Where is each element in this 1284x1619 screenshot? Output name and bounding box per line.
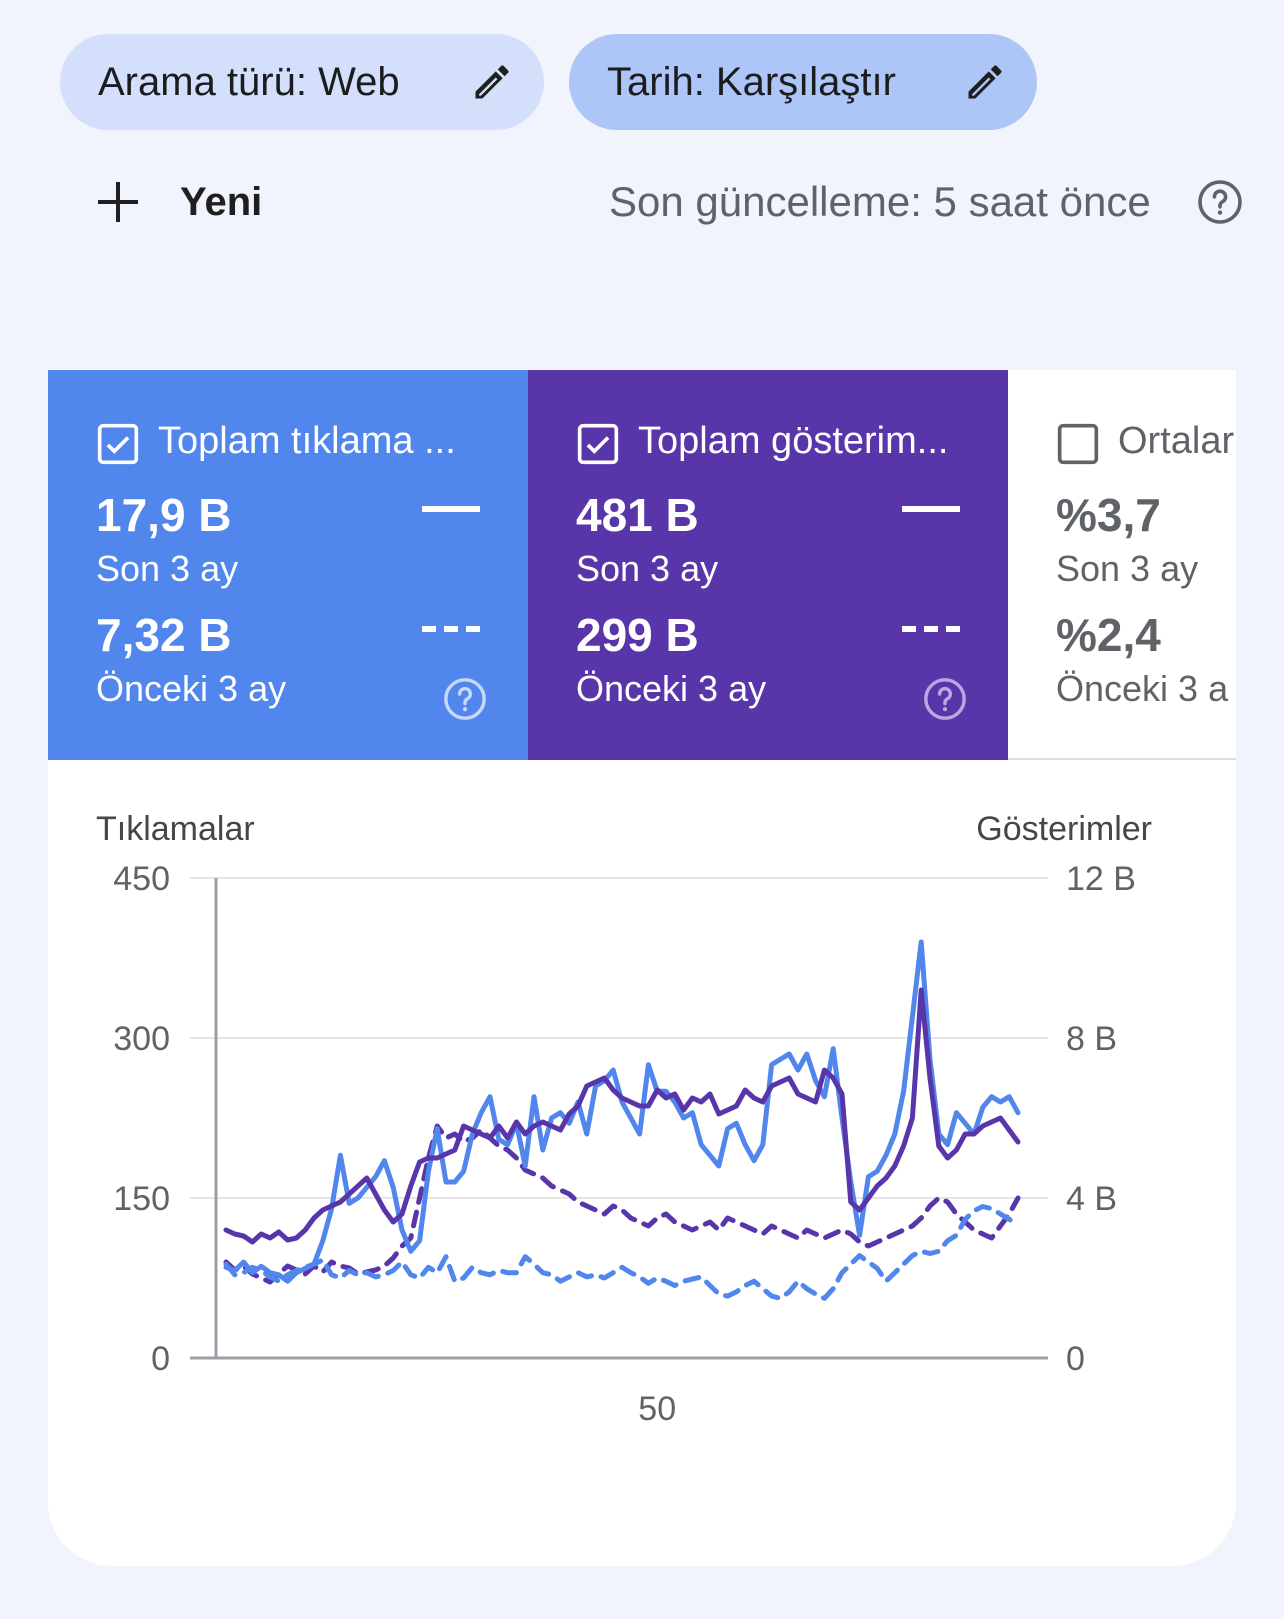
current-period: Son 3 ay	[1056, 548, 1199, 589]
left-tick-label: 0	[151, 1340, 170, 1378]
left-tick-label: 300	[113, 1020, 170, 1058]
search-type-filter-chip[interactable]: Arama türü: Web	[60, 34, 544, 130]
help-icon[interactable]	[442, 676, 488, 722]
current-period-impressions-line	[223, 987, 1021, 1245]
average-ctr-card[interactable]: Ortalar %3,7 Son 3 ay %2,4 Önceki 3 a	[1008, 370, 1236, 760]
card-title: Ortalar	[1118, 420, 1235, 462]
right-tick-label: 8 B	[1066, 1020, 1117, 1058]
card-title: Toplam tıklama ...	[158, 420, 456, 462]
performance-panel: Toplam tıklama ... 17,9 B Son 3 ay 7,32 …	[48, 370, 1236, 1566]
performance-chart[interactable]: Tıklamalar Gösterimler 0 0 150 4 B 300 8 B 450…	[48, 760, 1236, 1566]
previous-period: Önceki 3 ay	[96, 668, 287, 709]
checkbox-checked-icon[interactable]	[96, 422, 140, 466]
left-tick-label: 450	[113, 860, 170, 898]
right-tick-label: 4 B	[1066, 1180, 1117, 1218]
checkbox-unchecked-icon[interactable]	[1056, 422, 1100, 466]
help-icon[interactable]	[922, 676, 968, 722]
current-period-clicks-line	[223, 939, 1021, 1284]
dashed-line-legend	[422, 626, 480, 632]
solid-line-legend	[422, 506, 480, 512]
date-filter-label: Tarih: Karşılaştır	[607, 59, 896, 104]
previous-value: 299 B	[576, 609, 699, 661]
current-value: %3,7	[1056, 489, 1161, 541]
right-axis-title: Gösterimler	[976, 810, 1152, 848]
current-period: Son 3 ay	[576, 548, 719, 589]
total-clicks-card[interactable]: Toplam tıklama ... 17,9 B Son 3 ay 7,32 …	[48, 370, 528, 760]
chart-series	[223, 939, 1021, 1301]
current-period: Son 3 ay	[96, 548, 239, 589]
x-tick-label: 50	[638, 1390, 676, 1428]
previous-period-clicks-line	[223, 1204, 1021, 1301]
last-update-text: Son güncelleme: 5 saat önce	[609, 178, 1151, 225]
edit-pencil-icon	[475, 65, 509, 99]
previous-period: Önceki 3 ay	[576, 668, 767, 709]
right-tick-label: 12 B	[1066, 860, 1136, 898]
solid-line-legend	[902, 506, 960, 512]
total-impressions-card[interactable]: Toplam gösterim... 481 B Son 3 ay 299 B …	[528, 370, 1008, 760]
left-axis-title: Tıklamalar	[96, 810, 255, 848]
date-filter-chip[interactable]: Tarih: Karşılaştır	[569, 34, 1037, 130]
edit-pencil-icon	[968, 65, 1002, 99]
new-filter-label: Yeni	[180, 179, 263, 224]
left-tick-label: 150	[113, 1180, 170, 1218]
previous-period-impressions-line	[223, 1123, 1021, 1285]
new-filter-button[interactable]: Yeni	[94, 172, 262, 232]
current-value: 17,9 B	[96, 489, 232, 541]
previous-value: 7,32 B	[96, 609, 232, 661]
search-type-filter-label: Arama türü: Web	[98, 59, 400, 104]
dashed-line-legend	[902, 626, 960, 632]
card-title: Toplam gösterim...	[638, 420, 949, 462]
help-icon[interactable]	[1196, 178, 1244, 226]
chart-tick-labels: 0 0 150 4 B 300 8 B 450 12 B 50	[113, 860, 1136, 1428]
right-tick-label: 0	[1066, 1340, 1085, 1378]
current-value: 481 B	[576, 489, 699, 541]
previous-period: Önceki 3 a	[1056, 668, 1229, 709]
checkbox-checked-icon[interactable]	[576, 422, 620, 466]
plus-icon	[98, 182, 138, 222]
previous-value: %2,4	[1056, 609, 1161, 661]
